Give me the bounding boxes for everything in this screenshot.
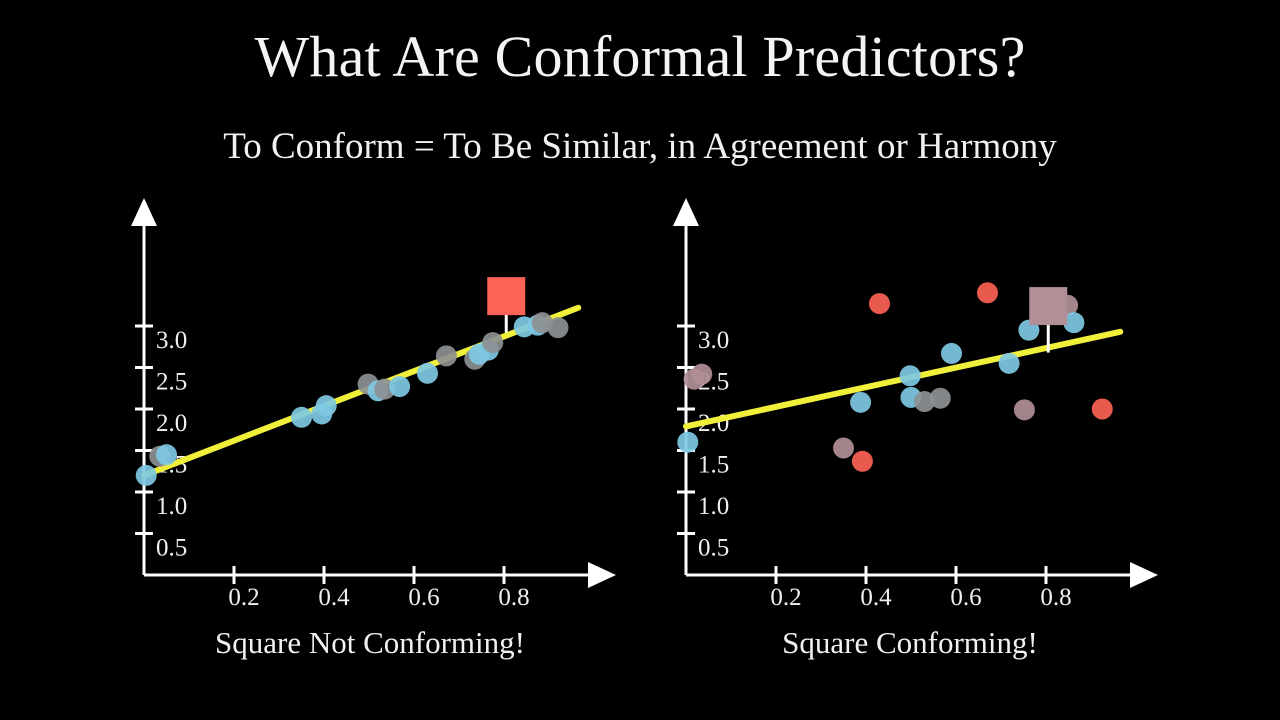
x-tick-label: 0.2 xyxy=(228,584,259,611)
y-tick-label: 1.5 xyxy=(698,452,729,479)
page-title: What Are Conformal Predictors? xyxy=(254,24,1026,89)
x-tick-label: 0.6 xyxy=(950,584,981,611)
scatter-point xyxy=(291,406,312,428)
y-tick-label: 1.0 xyxy=(156,493,187,520)
y-tick-label: 2.0 xyxy=(156,410,187,437)
scatter-point xyxy=(677,431,699,453)
highlight-square[interactable] xyxy=(1029,287,1068,326)
scatter-point xyxy=(1063,312,1085,334)
x-tick-label: 0.4 xyxy=(318,584,350,611)
caption-right: Square Conforming! xyxy=(782,625,1038,660)
scatter-point xyxy=(977,282,998,304)
x-tick-label: 0.2 xyxy=(770,584,801,611)
x-tick-label: 0.8 xyxy=(498,584,529,611)
scatter-point xyxy=(417,362,438,384)
y-tick-label: 0.5 xyxy=(698,535,729,562)
scatter-point xyxy=(899,365,921,387)
scatter-point xyxy=(941,342,962,364)
scatter-point xyxy=(1091,398,1113,420)
scatter-point xyxy=(1013,399,1035,421)
page-subtitle: To Conform = To Be Similar, in Agreement… xyxy=(223,126,1057,167)
x-tick-label: 0.4 xyxy=(860,584,892,611)
scatter-point xyxy=(929,387,951,409)
scatter-point xyxy=(998,352,1020,374)
scatter-point xyxy=(156,444,177,466)
scatter-point xyxy=(315,395,337,417)
y-tick-label: 3.0 xyxy=(156,327,187,354)
x-tick-label: 0.8 xyxy=(1040,584,1071,611)
scatter-point xyxy=(869,293,890,315)
scatter-point xyxy=(482,332,504,354)
scatter-point xyxy=(850,391,872,413)
y-tick-label: 1.0 xyxy=(698,493,729,520)
scatter-point xyxy=(833,437,854,459)
scatter-point xyxy=(435,345,457,367)
scatter-point xyxy=(691,363,713,385)
x-tick-label: 0.6 xyxy=(408,584,439,611)
axes: 0.20.40.60.80.51.01.52.02.53.0 xyxy=(131,198,616,611)
scatter-point xyxy=(914,391,935,413)
scatter-point xyxy=(531,312,553,334)
y-tick-label: 2.5 xyxy=(156,369,187,396)
highlight-square[interactable] xyxy=(487,277,526,316)
scatter-point xyxy=(389,376,411,398)
y-tick-label: 3.0 xyxy=(698,327,729,354)
y-tick-label: 0.5 xyxy=(156,535,187,562)
caption-left: Square Not Conforming! xyxy=(215,625,525,660)
scatter-point xyxy=(547,317,569,339)
scatter-point xyxy=(851,450,873,472)
scatter-point xyxy=(135,464,157,486)
